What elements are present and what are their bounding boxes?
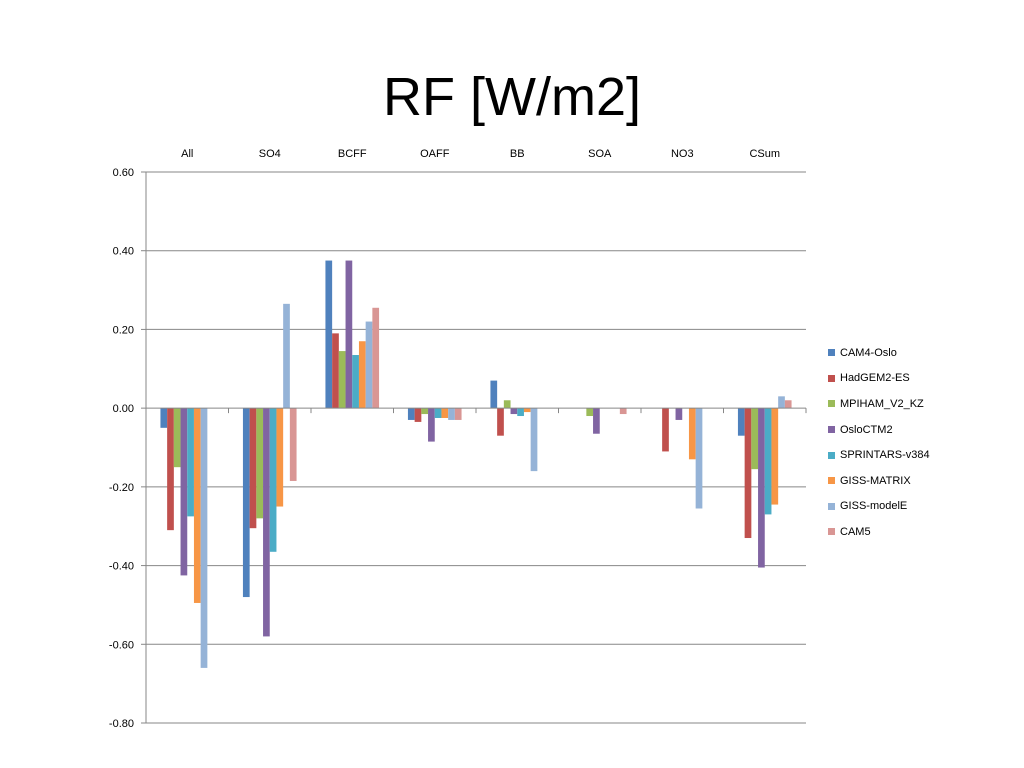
category-label: NO3	[671, 148, 694, 160]
legend-label: GISS-modelE	[840, 500, 908, 513]
bar	[497, 408, 504, 436]
category-label: All	[181, 148, 193, 160]
bar	[771, 408, 779, 505]
legend-item: CAM5	[828, 519, 930, 545]
bar	[249, 408, 257, 529]
bar	[695, 408, 703, 509]
category-label: SO4	[259, 148, 281, 160]
y-tick-label: -0.40	[109, 561, 134, 573]
bar	[523, 408, 531, 413]
slide-title: RF [W/m2]	[383, 67, 641, 127]
bar	[242, 408, 250, 598]
bar	[187, 408, 194, 517]
y-tick-label: 0.20	[113, 324, 134, 336]
bar	[758, 408, 765, 568]
y-tick-label: 0.60	[113, 167, 134, 179]
legend-swatch	[828, 426, 835, 434]
y-tick-label: 0.00	[113, 403, 134, 415]
bar	[448, 408, 455, 420]
bar	[193, 408, 201, 603]
bar	[180, 408, 188, 576]
bar	[269, 408, 277, 552]
bar	[593, 408, 600, 434]
bar	[414, 408, 422, 422]
bar	[764, 408, 772, 515]
legend-item: CAM4-Oslo	[828, 340, 930, 366]
bar	[784, 400, 792, 409]
bar	[332, 333, 339, 409]
bar	[530, 408, 538, 472]
bar	[744, 408, 752, 539]
legend-swatch	[828, 374, 835, 382]
legend-label: OsloCTM2	[840, 423, 893, 436]
bar	[503, 400, 511, 409]
category-label: BCFF	[338, 148, 367, 160]
legend-swatch	[828, 477, 835, 485]
bar	[434, 408, 442, 418]
y-tick-label: 0.40	[113, 246, 134, 258]
axes	[141, 171, 807, 724]
bar	[283, 303, 290, 409]
legend-swatch	[828, 502, 835, 510]
bar	[454, 408, 462, 420]
bar	[352, 355, 359, 409]
legend-item: SPRINTARS-v384	[828, 442, 930, 468]
bar	[345, 260, 353, 409]
legend-swatch	[828, 528, 835, 536]
legend-label: SPRINTARS-v384	[840, 449, 930, 462]
bar	[365, 321, 373, 409]
legend-label: HadGEM2-ES	[840, 372, 910, 385]
bar	[737, 408, 745, 436]
category-label: SOA	[588, 148, 612, 160]
legend-item: HadGEM2-ES	[828, 366, 930, 392]
bar	[751, 408, 759, 470]
category-label: OAFF	[420, 148, 450, 160]
bar	[160, 408, 168, 428]
bar	[256, 408, 264, 519]
category-label: CSum	[749, 148, 780, 160]
legend-label: MPIHAM_V2_KZ	[840, 397, 924, 410]
bar	[289, 408, 297, 481]
bar	[586, 408, 594, 417]
y-tick-label: -0.60	[109, 639, 134, 651]
bar	[675, 408, 683, 420]
bar	[441, 408, 449, 418]
bar	[662, 408, 669, 452]
bar	[688, 408, 696, 460]
y-tick-label: -0.80	[109, 718, 134, 730]
bar	[510, 408, 518, 415]
legend-item: MPIHAM_V2_KZ	[828, 391, 930, 417]
legend-label: GISS-MATRIX	[840, 474, 911, 487]
legend-swatch	[828, 451, 835, 459]
bar	[517, 408, 524, 417]
bar	[200, 408, 208, 668]
legend: CAM4-Oslo HadGEM2-ES MPIHAM_V2_KZ OsloCTM2 S…	[828, 340, 930, 545]
bar	[325, 260, 333, 409]
bars	[160, 260, 792, 668]
legend-swatch	[828, 349, 835, 357]
bar	[358, 341, 366, 409]
bar	[372, 307, 380, 409]
bar	[276, 408, 284, 507]
bar	[173, 408, 181, 468]
bar	[407, 408, 415, 420]
legend-item: GISS-MATRIX	[828, 468, 930, 494]
legend-label: CAM5	[840, 525, 871, 538]
category-label: BB	[510, 148, 525, 160]
legend-label: CAM4-Oslo	[840, 346, 897, 359]
bar	[428, 408, 435, 442]
bar	[421, 408, 429, 415]
bar	[263, 408, 270, 637]
y-tick-label: -0.20	[109, 482, 134, 494]
bar	[778, 396, 785, 409]
bar	[490, 380, 498, 409]
legend-swatch	[828, 400, 835, 408]
legend-item: OsloCTM2	[828, 417, 930, 443]
axis-labels: 0.60 0.40 0.20 0.00 -0.20 -0.40 -0.60 -0.80 All S…	[109, 148, 780, 730]
bar	[167, 408, 174, 531]
bar	[619, 408, 627, 415]
legend-item: GISS-modelE	[828, 494, 930, 520]
bar	[338, 351, 346, 409]
